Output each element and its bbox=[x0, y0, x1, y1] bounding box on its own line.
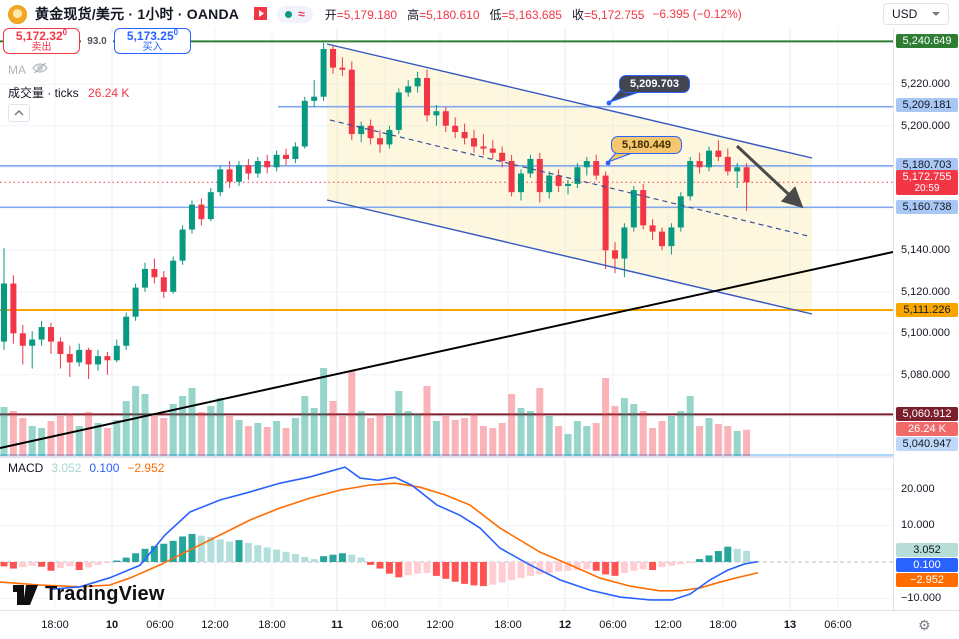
time-tick-label: 12:00 bbox=[654, 619, 682, 631]
price-axis[interactable]: 5,220.000 5,200.000 5,140.000 5,120.000 5,10… bbox=[893, 28, 959, 610]
top-bar: 黄金现货/美元 · 1小时 · OANDA ≈ 开=5,179.180 高=5,1… bbox=[0, 0, 959, 28]
buy-label: 买入 bbox=[142, 41, 163, 53]
macd-signal-value: −2.952 bbox=[127, 461, 165, 475]
currency-dropdown[interactable]: USD bbox=[883, 3, 949, 25]
eye-off-icon[interactable] bbox=[32, 62, 48, 77]
market-status-pill[interactable]: ≈ bbox=[277, 5, 313, 23]
price-tick-label: 5,080.000 bbox=[901, 369, 950, 381]
price-level-badge: 5,111.226 bbox=[896, 302, 958, 317]
currency-value: USD bbox=[892, 7, 918, 21]
price-level-badge: 5,240.649 bbox=[896, 33, 958, 48]
macd-value-badge: −2.952 bbox=[896, 572, 958, 587]
price-level-badge: 5,209.181 bbox=[896, 97, 958, 112]
time-tick-label: 18:00 bbox=[709, 619, 737, 631]
macd-tick-label: −10.000 bbox=[901, 592, 942, 604]
ohlc-stat: 低=5,163.685 bbox=[489, 7, 562, 22]
time-tick-label: 12 bbox=[558, 619, 572, 631]
sell-label: 卖出 bbox=[31, 41, 52, 53]
sell-price: 5,172.320 bbox=[15, 27, 68, 43]
spread-value: 93.0 bbox=[81, 34, 113, 48]
buy-button[interactable]: 5,173.250 买入 bbox=[114, 28, 191, 54]
volume-value: 26.24 K bbox=[88, 86, 130, 100]
ohlc-stats: 开=5,179.180 高=5,180.610 低=5,163.685 收=5,172… bbox=[325, 6, 645, 23]
volume-indicator-row: 成交量 · ticks 26.24 K bbox=[8, 84, 129, 101]
tradingview-mark-icon bbox=[13, 584, 38, 605]
time-tick-label: 12:00 bbox=[201, 619, 229, 631]
trade-cluster: 5,172.320 卖出 93.0 5,173.250 买入 bbox=[3, 28, 191, 54]
gold-symbol-logo-icon bbox=[8, 4, 27, 24]
time-tick-label: 06:00 bbox=[371, 619, 399, 631]
collapse-pane-button[interactable] bbox=[8, 104, 30, 122]
channel-top-line bbox=[326, 43, 813, 159]
chevron-down-icon bbox=[932, 12, 940, 16]
price-level-badge: 5,040.947 bbox=[896, 436, 958, 451]
price-tick-label: 5,200.000 bbox=[901, 120, 950, 132]
price-tick-label: 5,140.000 bbox=[901, 244, 950, 256]
time-tick-label: 13 bbox=[783, 619, 797, 631]
time-tick-label: 06:00 bbox=[146, 619, 174, 631]
volume-label: 成交量 · ticks bbox=[8, 86, 79, 100]
change-text: −6.395 (−0.12%) bbox=[652, 7, 742, 21]
support-trendline bbox=[0, 251, 894, 449]
market-open-dot-icon bbox=[285, 10, 293, 18]
sell-button[interactable]: 5,172.320 卖出 bbox=[3, 28, 80, 54]
price-tick-label: 5,120.000 bbox=[901, 286, 950, 298]
price-level-badge: 5,180.703 bbox=[896, 157, 958, 172]
time-tick-label: 12:00 bbox=[426, 619, 454, 631]
price-level-badge: 5,172.755 20:59 bbox=[896, 170, 958, 195]
ohlc-stat: 开=5,179.180 bbox=[324, 7, 398, 22]
candles bbox=[1, 42, 750, 379]
time-tick-label: 18:00 bbox=[494, 619, 522, 631]
time-axis[interactable]: ⚙ 18:00 10 06:00 12:00 18:00 11 06:00 12:00 18:0… bbox=[0, 610, 959, 639]
channel-mid-dashed-line bbox=[329, 119, 809, 237]
price-level-badge: 5,160.738 bbox=[896, 199, 958, 214]
macd-value-badge: 3.052 bbox=[896, 542, 958, 557]
macd-histogram bbox=[0, 533, 751, 587]
time-tick-label: 18:00 bbox=[41, 619, 69, 631]
macd-indicator-row: MACD 3.052 0.100 −2.952 bbox=[8, 461, 164, 475]
time-tick-label: 10 bbox=[105, 619, 119, 631]
volume-bars bbox=[0, 368, 751, 456]
time-tick-label: 06:00 bbox=[599, 619, 627, 631]
price-tick-label: 5,100.000 bbox=[901, 327, 950, 339]
price-callout-5209[interactable]: 5,209.703 bbox=[619, 75, 690, 93]
approx-data-icon: ≈ bbox=[298, 7, 305, 21]
macd-line bbox=[49, 466, 759, 601]
buy-price: 5,173.250 bbox=[126, 27, 179, 43]
tradingview-wordmark: TradingView bbox=[45, 583, 165, 605]
macd-tick-label: 10.000 bbox=[901, 519, 935, 531]
macd-hist-value: 3.052 bbox=[51, 461, 82, 475]
symbol-title[interactable]: 黄金现货/美元 · 1小时 · OANDA bbox=[35, 6, 240, 22]
macd-tick-label: 20.000 bbox=[901, 483, 935, 495]
channel-bottom-line bbox=[326, 199, 813, 315]
price-callout-5180[interactable]: 5,180.449 bbox=[611, 136, 682, 154]
price-level-badge: 5,060.912 bbox=[896, 406, 958, 421]
ma-label: MA bbox=[8, 62, 26, 77]
gear-icon[interactable]: ⚙ bbox=[918, 617, 931, 633]
macd-label: MACD bbox=[8, 461, 44, 475]
macd-line-value: 0.100 bbox=[89, 461, 120, 475]
flag-icon[interactable] bbox=[253, 6, 269, 22]
time-tick-label: 18:00 bbox=[258, 619, 286, 631]
time-tick-label: 06:00 bbox=[824, 619, 852, 631]
ohlc-stat: 高=5,180.610 bbox=[407, 7, 480, 22]
ma-indicator-row: MA bbox=[8, 62, 48, 77]
ohlc-stat: 收=5,172.755 bbox=[571, 7, 645, 22]
price-level-badge: 26.24 K bbox=[896, 421, 958, 436]
macd-value-badge: 0.100 bbox=[896, 557, 958, 572]
time-tick-label: 11 bbox=[331, 619, 343, 631]
macd-signal-line bbox=[0, 482, 759, 592]
price-tick-label: 5,220.000 bbox=[901, 78, 950, 90]
down-arrow-drawing bbox=[735, 144, 804, 209]
tradingview-logo[interactable]: TradingView bbox=[12, 583, 165, 606]
